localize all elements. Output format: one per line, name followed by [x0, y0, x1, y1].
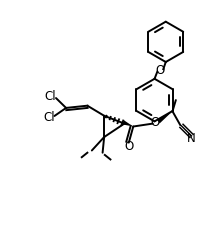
Text: Cl: Cl [45, 90, 56, 103]
Text: O: O [155, 64, 165, 77]
Text: N: N [186, 132, 195, 145]
Polygon shape [157, 111, 172, 123]
Text: O: O [124, 139, 134, 152]
Text: Cl: Cl [43, 111, 55, 124]
Polygon shape [122, 120, 133, 126]
Text: O: O [150, 116, 160, 129]
